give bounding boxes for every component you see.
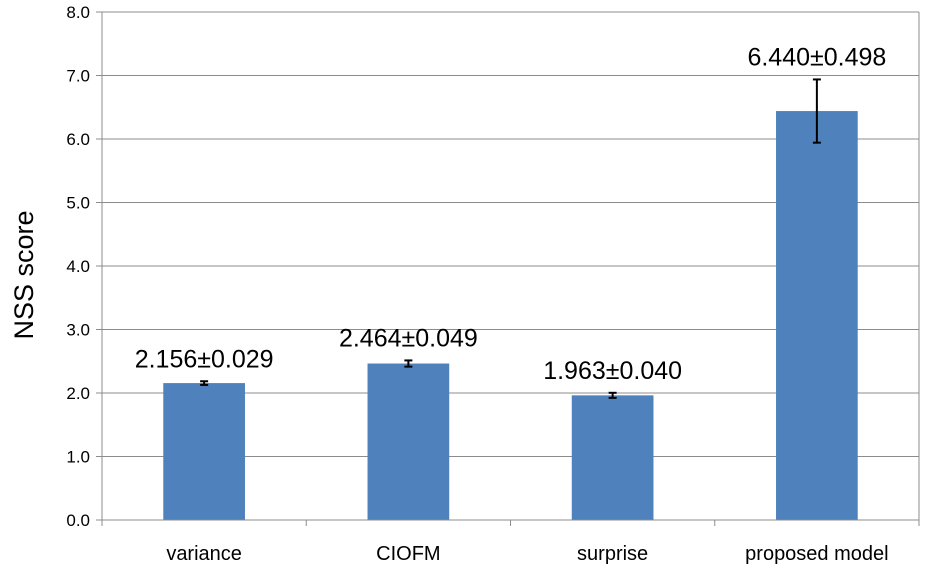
y-tick-label: 3.0 <box>66 321 90 340</box>
y-tick-label: 0.0 <box>66 511 90 530</box>
bar <box>571 395 654 520</box>
y-tick-label: 8.0 <box>66 3 90 22</box>
axes <box>96 11 920 526</box>
data-label: 1.963±0.040 <box>543 357 682 385</box>
bar <box>367 363 450 520</box>
data-labels: 2.156±0.029 2.464±0.049 1.963±0.040 6.440±0… <box>135 43 887 384</box>
data-label: 6.440±0.498 <box>747 43 886 71</box>
category-label: surprise <box>577 543 648 565</box>
y-axis-title: NSS score <box>9 210 39 339</box>
y-tick-labels: 0.0 1.0 2.0 3.0 4.0 5.0 6.0 7.0 8.0 <box>66 3 90 530</box>
bars <box>163 111 858 520</box>
y-tick-label: 7.0 <box>66 67 90 86</box>
y-tick-label: 2.0 <box>66 384 90 403</box>
category-label: variance <box>166 543 242 565</box>
category-labels: variance CIOFM surprise proposed model <box>166 543 888 565</box>
category-label: proposed model <box>745 543 888 565</box>
bar <box>776 111 858 520</box>
y-tick-label: 5.0 <box>66 194 90 213</box>
y-tick-label: 4.0 <box>66 257 90 276</box>
data-label: 2.156±0.029 <box>135 345 274 373</box>
category-label: CIOFM <box>376 543 440 565</box>
y-tick-label: 1.0 <box>66 448 90 467</box>
error-bars <box>200 78 821 399</box>
bar <box>163 383 245 520</box>
data-label: 2.464±0.049 <box>339 324 478 352</box>
y-tick-label: 6.0 <box>66 130 90 149</box>
